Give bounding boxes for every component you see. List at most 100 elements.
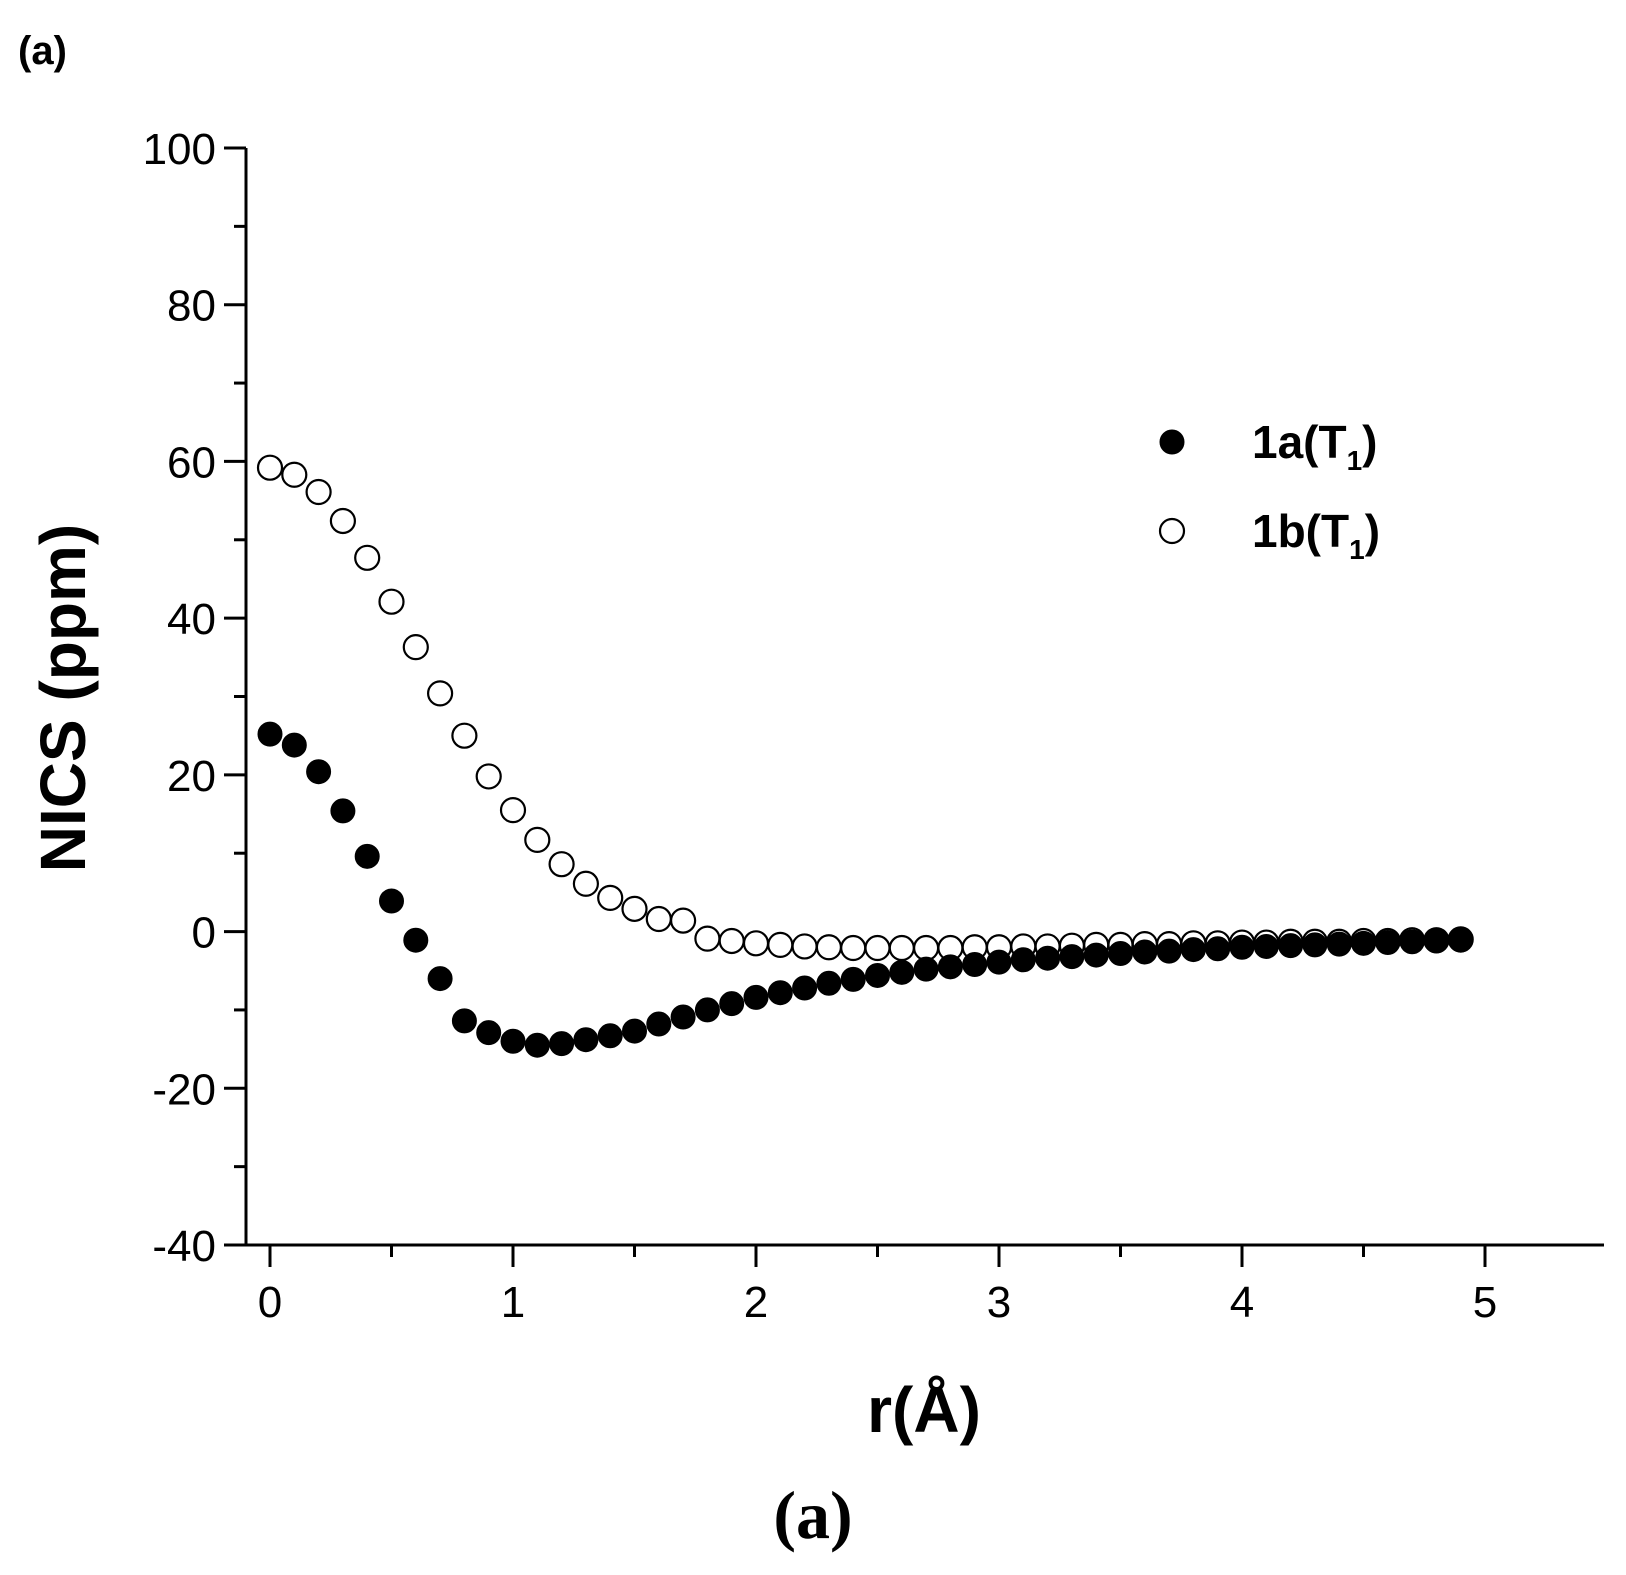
series-1b-point bbox=[645, 905, 672, 933]
series-1a-point bbox=[1059, 944, 1085, 970]
series-1a-point bbox=[306, 759, 332, 785]
series-1a-point bbox=[1278, 933, 1304, 959]
y-tick-label: -40 bbox=[152, 1222, 216, 1271]
series-1b-point bbox=[281, 461, 308, 488]
series-1a-point bbox=[1253, 933, 1279, 959]
figure-caption: (a) bbox=[773, 1477, 852, 1553]
y-tick-label: 20 bbox=[167, 752, 216, 801]
series-1b-point bbox=[354, 544, 381, 571]
series-1a-point bbox=[865, 962, 890, 988]
series-1a-point bbox=[962, 951, 988, 977]
series-1a-point bbox=[379, 888, 404, 914]
series-1b-point bbox=[742, 930, 770, 957]
y-tick-label: 0 bbox=[192, 909, 216, 958]
series-1a-point bbox=[1083, 942, 1109, 968]
series-1b-point bbox=[718, 927, 745, 955]
series-1a-point bbox=[354, 843, 380, 869]
series-1a-point bbox=[1035, 945, 1061, 971]
legend: 1a(T1) 1b(T1) bbox=[1158, 416, 1380, 565]
series-1a-point bbox=[281, 732, 307, 758]
series-1b-point bbox=[548, 851, 575, 878]
series-1a-point bbox=[1302, 932, 1328, 958]
series-1a-point bbox=[500, 1028, 526, 1054]
series-1a-point bbox=[743, 984, 769, 1010]
panel-label: (a) bbox=[18, 29, 67, 73]
legend-marker-1a bbox=[1159, 429, 1185, 455]
series-1a-point bbox=[937, 954, 963, 980]
series-1a-point bbox=[840, 966, 866, 992]
series-1a-point bbox=[524, 1032, 550, 1058]
series-1a-point bbox=[1132, 939, 1158, 965]
series-1a-point bbox=[257, 721, 283, 747]
series-1b-point bbox=[597, 884, 624, 911]
series-1b-point bbox=[499, 797, 527, 824]
data-markers bbox=[256, 454, 1474, 1058]
series-1a-point bbox=[549, 1031, 575, 1057]
series-1a-point bbox=[1229, 934, 1255, 960]
x-tick-label: 0 bbox=[258, 1278, 282, 1327]
series-1a-point bbox=[403, 927, 429, 953]
x-tick-label: 1 bbox=[501, 1278, 525, 1327]
legend-label-1b: 1b(T1) bbox=[1252, 505, 1380, 565]
y-tick-label: 80 bbox=[167, 282, 216, 331]
series-1a-point bbox=[767, 980, 793, 1006]
y-tick-label: 40 bbox=[167, 595, 216, 644]
series-1a-point bbox=[1205, 936, 1231, 962]
legend-label-1a: 1a(T1) bbox=[1252, 416, 1378, 476]
x-tick-label: 5 bbox=[1473, 1278, 1497, 1327]
series-1b-point bbox=[427, 680, 454, 707]
series-1a-point bbox=[573, 1027, 599, 1053]
series-1a-point bbox=[330, 798, 356, 824]
series-1a-point bbox=[1399, 929, 1425, 955]
y-axis-title: NICS (ppm) bbox=[27, 524, 99, 872]
series-1a-point bbox=[792, 975, 818, 1001]
series-1a-point bbox=[646, 1011, 672, 1037]
series-1a-point bbox=[1156, 938, 1182, 964]
y-tick-label: 100 bbox=[143, 125, 216, 174]
series-1b-point bbox=[256, 454, 284, 481]
series-1b-point bbox=[524, 826, 551, 853]
series-1b-point bbox=[305, 478, 332, 506]
series-1b-point bbox=[378, 588, 405, 615]
series-1b-point bbox=[888, 934, 915, 962]
series-1a-point bbox=[622, 1018, 647, 1044]
series-1b-point bbox=[694, 925, 721, 952]
series-1b-point bbox=[572, 870, 600, 897]
series-1b-point bbox=[451, 722, 478, 749]
series-1a-point bbox=[1326, 931, 1352, 957]
x-tick-label: 3 bbox=[987, 1278, 1011, 1327]
series-1a-point bbox=[1180, 937, 1206, 963]
series-1b-point bbox=[864, 934, 891, 962]
series-1a-point bbox=[670, 1004, 696, 1030]
series-1a-point bbox=[1108, 941, 1133, 967]
series-1b-point bbox=[791, 933, 818, 960]
series-1b-point bbox=[840, 934, 867, 962]
series-1b-point bbox=[912, 934, 940, 962]
series-1b-point bbox=[329, 507, 356, 535]
series-1a-point bbox=[1351, 930, 1376, 956]
x-axis-title: r(Å) bbox=[867, 1374, 981, 1446]
legend-marker-1b bbox=[1158, 517, 1186, 545]
series-1a-point bbox=[889, 959, 915, 985]
y-tick-label: -20 bbox=[152, 1065, 216, 1114]
series-1b-point bbox=[767, 931, 794, 958]
series-1b-point bbox=[669, 907, 697, 934]
series-1a-point bbox=[1375, 930, 1401, 956]
series-1a-point bbox=[1423, 928, 1449, 954]
series-1a-point bbox=[816, 970, 842, 996]
series-1a-point bbox=[1448, 927, 1474, 953]
series-1a-point bbox=[719, 991, 745, 1017]
plot-axes: -40 -20 0 20 40 60 80 100 0 1 2 3 4 5 bbox=[143, 125, 1604, 1327]
series-1a-point bbox=[476, 1020, 502, 1046]
series-1a-point bbox=[694, 997, 720, 1023]
series-1b-point bbox=[402, 634, 429, 661]
y-tick-label: 60 bbox=[167, 438, 216, 487]
x-tick-label: 2 bbox=[744, 1278, 768, 1327]
series-1a-point bbox=[986, 949, 1012, 975]
series-1a-point bbox=[427, 966, 453, 992]
series-1b-point bbox=[815, 934, 843, 961]
series-1b-point bbox=[621, 895, 648, 922]
series-1a-point bbox=[451, 1008, 477, 1034]
x-tick-label: 4 bbox=[1230, 1278, 1254, 1327]
